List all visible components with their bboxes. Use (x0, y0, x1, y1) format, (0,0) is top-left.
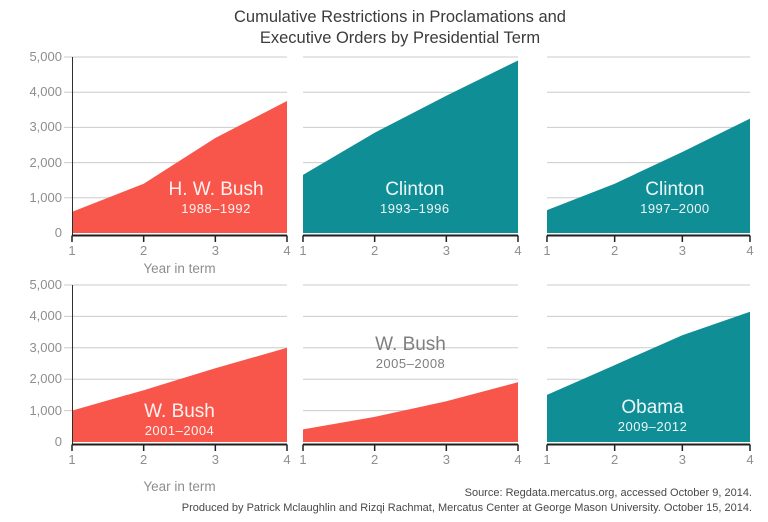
x-tick-label: 4 (746, 243, 754, 258)
y-tick-label: 4,000 (29, 84, 62, 100)
x-axis-title: Year in term (143, 479, 216, 494)
y-tick-label: 1,000 (29, 189, 62, 205)
area-shape (547, 118, 750, 233)
x-tick-label: 3 (442, 452, 450, 467)
area-shape (303, 60, 518, 233)
x-tick-label: 2 (611, 452, 619, 467)
x-tick-label: 4 (283, 243, 291, 258)
x-tick-label: 3 (442, 243, 450, 258)
y-tick-label: 3,000 (29, 339, 62, 355)
chart-title: Cumulative Restrictions in Proclamations… (234, 7, 566, 49)
x-tick-label: 4 (746, 452, 754, 467)
x-tick-label: 3 (678, 452, 686, 467)
x-tick-label: 3 (211, 452, 219, 467)
chart-title-line2: Executive Orders by Presidential Term (259, 29, 541, 47)
area-shape (303, 382, 518, 442)
x-tick-label: 2 (371, 243, 379, 258)
x-tick-label: 1 (68, 452, 76, 467)
chart-title-line1: Cumulative Restrictions in Proclamations… (234, 8, 566, 26)
produced-by-line: Produced by Patrick Mclaughlin and Rizqi… (181, 502, 752, 514)
area-plot-obama (546, 284, 751, 451)
x-tick-label: 3 (211, 243, 219, 258)
area-plot-clinton-1 (302, 56, 519, 242)
y-tick-label: 3,000 (29, 119, 62, 135)
y-tick-label: 5,000 (29, 49, 62, 64)
y-tick-label: 4,000 (29, 308, 62, 324)
area-shape (547, 311, 750, 442)
source-line: Source: Regdata.mercatus.org, accessed O… (464, 487, 752, 499)
area-plot-w-bush-2 (302, 284, 519, 451)
chart-clinton-1993: Clinton 1993–1996 (302, 56, 519, 242)
x-axis-title: Year in term (143, 261, 216, 276)
chart-w-bush-2001: W. Bush 2001–2004 (64, 284, 288, 451)
chart-w-bush-2005: W. Bush 2005–2008 (302, 284, 519, 451)
y-tick-label: 2,000 (29, 371, 62, 387)
x-tick-label: 2 (611, 243, 619, 258)
x-tick-label: 3 (678, 243, 686, 258)
x-tick-label: 1 (299, 452, 307, 467)
y-tick-label: 2,000 (29, 154, 62, 170)
area-plot-w-bush-1 (64, 284, 288, 451)
area-shape (72, 347, 287, 442)
x-tick-label: 4 (514, 243, 522, 258)
source-credits: Source: Regdata.mercatus.org, accessed O… (182, 486, 752, 516)
x-tick-label: 2 (140, 243, 148, 258)
x-tick-label: 2 (140, 452, 148, 467)
area-shape (72, 101, 287, 233)
x-tick-label: 4 (283, 452, 291, 467)
area-plot-clinton-2 (546, 56, 751, 242)
y-tick-label: 0 (54, 225, 62, 240)
x-tick-label: 1 (68, 243, 76, 258)
x-tick-label: 2 (371, 452, 379, 467)
x-tick-label: 1 (299, 243, 307, 258)
x-tick-label: 1 (543, 243, 551, 258)
area-plot-hw-bush (64, 56, 288, 242)
chart-obama-2009: Obama 2009–2012 (546, 284, 751, 451)
x-tick-label: 4 (514, 452, 522, 467)
chart-clinton-1997: Clinton 1997–2000 (546, 56, 751, 242)
y-tick-label: 1,000 (29, 402, 62, 418)
y-tick-label: 5,000 (29, 277, 62, 292)
y-tick-label: 0 (54, 434, 62, 449)
chart-hw-bush-1988: H. W. Bush 1988–1992 (64, 56, 288, 242)
x-tick-label: 1 (543, 452, 551, 467)
